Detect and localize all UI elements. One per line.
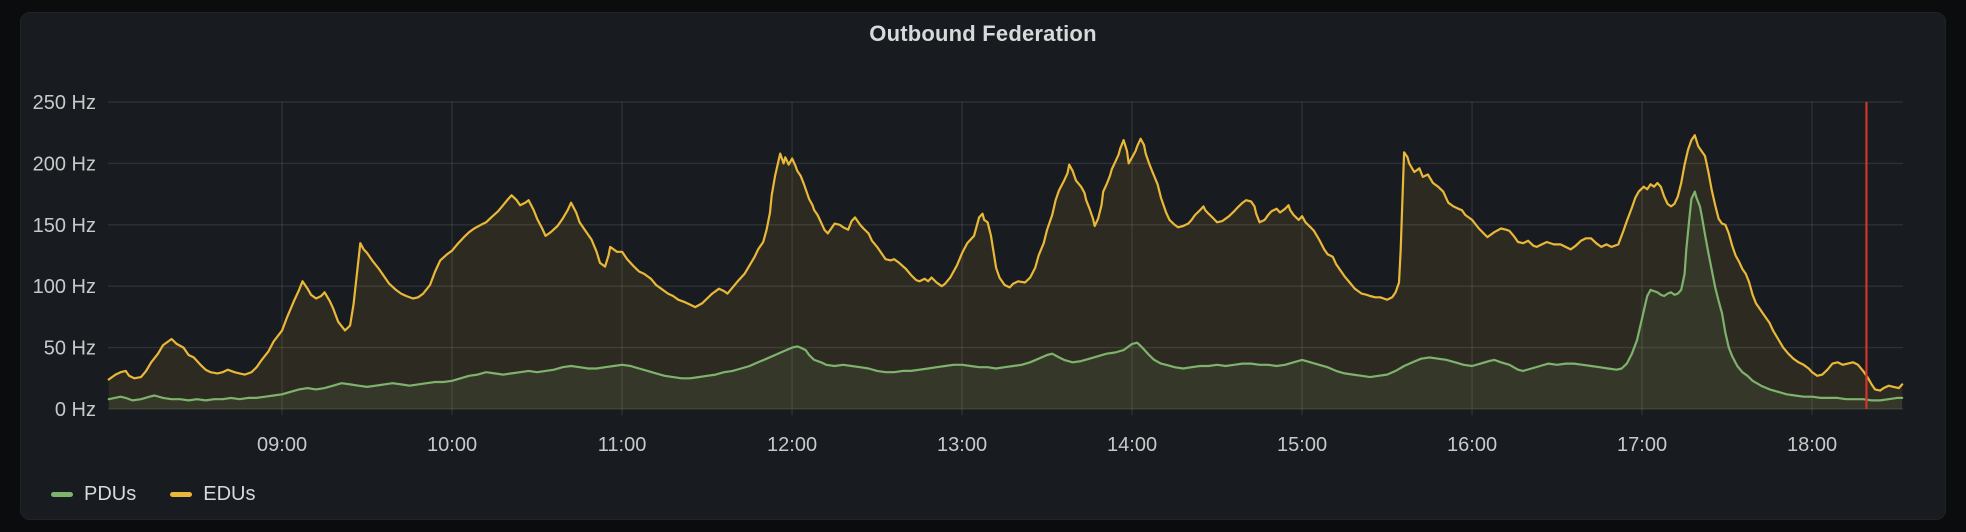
x-tick-label: 10:00 [427,434,477,456]
x-tick-label: 09:00 [257,434,307,456]
panel-title[interactable]: Outbound Federation [869,21,1097,46]
y-tick-label: 150 Hz [33,215,96,237]
time-series-chart[interactable]: 0 Hz 50 Hz 100 Hz 150 Hz 200 Hz 250 Hz 09:00 10… [21,13,1947,521]
edus-series-line [107,134,1904,392]
pdus-series-swatch-icon [51,491,73,497]
legend-item-edus[interactable]: EDUs [170,482,255,506]
legend-item-pdus[interactable]: PDUs [51,482,136,506]
edus-series-swatch-icon [170,491,193,497]
pdus-series-line [107,190,1904,402]
x-tick-label: 13:00 [937,434,987,456]
y-tick-label: 250 Hz [33,92,96,114]
y-tick-label: 50 Hz [44,338,96,360]
pdus-legend-label: PDUs [84,483,137,505]
x-tick-label: 12:00 [767,434,817,456]
x-tick-label: 18:00 [1787,434,1837,456]
outbound-federation-panel: Outbound Federation 0 Hz 50 Hz 100 Hz 150 H… [20,12,1946,520]
y-tick-label: 0 Hz [55,399,96,421]
y-tick-label: 200 Hz [33,153,96,175]
x-tick-label: 16:00 [1447,434,1497,456]
pdus-series-area [108,191,1903,409]
x-tick-label: 14:00 [1107,434,1157,456]
y-tick-label: 100 Hz [33,276,96,298]
x-tick-label: 11:00 [598,434,647,456]
x-tick-label: 17:00 [1617,434,1667,456]
legend: PDUs EDUs [51,482,255,506]
x-tick-label: 15:00 [1277,434,1327,456]
edus-series-area [108,135,1903,409]
edus-legend-label: EDUs [203,483,256,505]
